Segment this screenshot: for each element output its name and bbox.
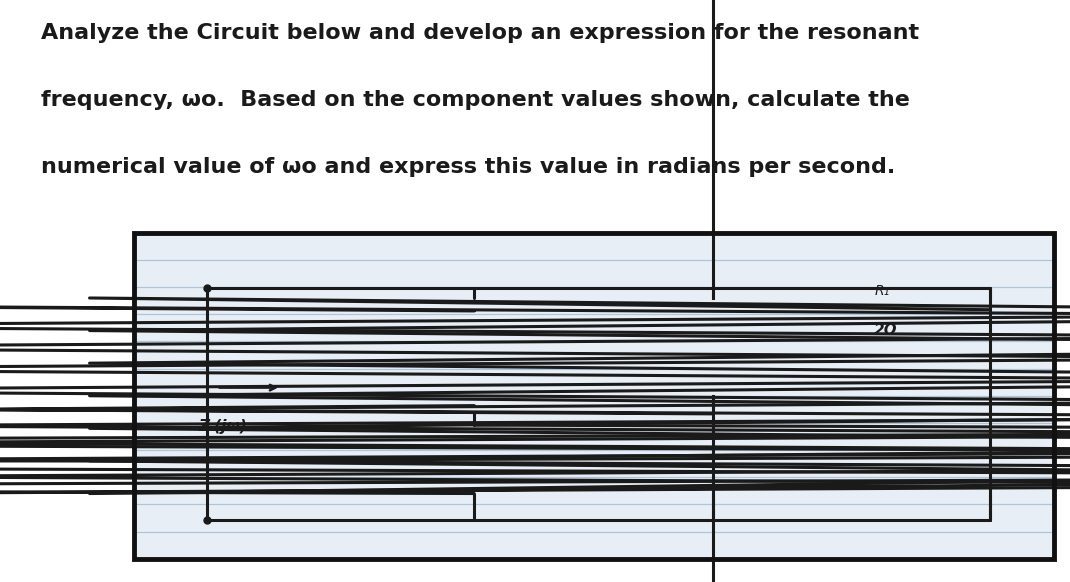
Text: Z (jω): Z (jω) <box>198 419 247 434</box>
Text: numerical value of ωo and express this value in radians per second.: numerical value of ωo and express this v… <box>41 157 895 177</box>
Bar <box>134 233 1054 559</box>
Text: R₁: R₁ <box>874 285 889 299</box>
Text: Analyze the Circuit below and develop an expression for the resonant: Analyze the Circuit below and develop an… <box>41 23 919 43</box>
Text: 2Ω: 2Ω <box>874 323 898 338</box>
Bar <box>134 233 1054 559</box>
Text: frequency, ωo.  Based on the component values shown, calculate the: frequency, ωo. Based on the component va… <box>41 90 909 110</box>
